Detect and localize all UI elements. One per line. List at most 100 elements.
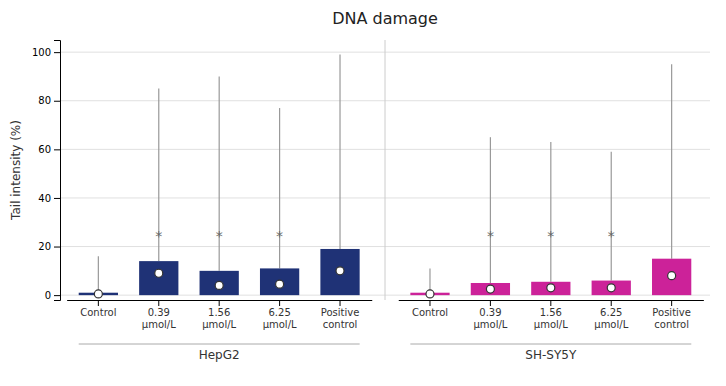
y-tick-mark (54, 52, 60, 53)
y-tick: 60 (38, 144, 60, 155)
y-tick-mark (54, 198, 60, 199)
y-tick-mark (54, 149, 60, 150)
x-tick-mark (671, 300, 672, 306)
box (531, 282, 570, 295)
whisker (611, 152, 612, 281)
x-tick-mark (490, 300, 491, 306)
median (668, 272, 676, 280)
x-tick-label: Control (80, 307, 116, 318)
x-tick-label-line: μmol/L (202, 319, 236, 330)
y-axis-line (54, 41, 61, 301)
x-tick-mark (158, 300, 159, 306)
x-tick: 0.39μmol/L (473, 300, 507, 330)
x-tick-mark (429, 300, 430, 306)
box (652, 259, 691, 295)
y-tick-mark (54, 247, 60, 248)
y-tick-label: 60 (38, 144, 51, 155)
median (547, 284, 555, 292)
y-tick: 80 (38, 95, 60, 106)
marks (79, 55, 692, 298)
x-tick-label-line: 0.39 (148, 307, 170, 318)
y-tick-mark (54, 295, 60, 296)
series (410, 64, 691, 298)
median (486, 285, 494, 293)
x-tick: Positivecontrol (321, 300, 360, 330)
box (200, 271, 239, 295)
x-axis: Control0.39μmol/L1.56μmol/L6.25μmol/LPos… (399, 300, 704, 330)
x-tick-label: 0.39μmol/L (142, 307, 176, 330)
annotation: * (155, 228, 162, 244)
x-tick: 1.56μmol/L (202, 300, 236, 330)
x-tick: 6.25μmol/L (594, 300, 628, 330)
x-tick-label: 1.56μmol/L (534, 307, 568, 330)
y-tick-mark (54, 101, 60, 102)
y-tick-label: 80 (38, 95, 51, 106)
x-tick-label: 6.25μmol/L (263, 307, 297, 330)
title: DNA damage (332, 9, 438, 28)
whisker (550, 142, 551, 282)
whisker (279, 108, 280, 268)
x-tick-mark (98, 300, 99, 306)
x-tick-label-line: 0.39 (479, 307, 501, 318)
x-tick: Control (412, 300, 448, 318)
annotation: * (608, 228, 615, 244)
x-tick-mark (550, 300, 551, 306)
median (155, 269, 163, 277)
x-tick-label-line: 1.56 (540, 307, 562, 318)
x-tick-label-line: μmol/L (142, 319, 176, 330)
x-tick-label-line: 1.56 (208, 307, 230, 318)
x-tick-label-line: Positive (652, 307, 691, 318)
x-tick-label-line: Positive (321, 307, 360, 318)
x-tick-mark (340, 300, 341, 306)
y-tick: 20 (38, 241, 60, 252)
median (336, 267, 344, 275)
x-tick: 1.56μmol/L (534, 300, 568, 330)
group-label: SH-SY5Y (525, 348, 577, 362)
median (426, 290, 434, 298)
y-tick-label: 40 (38, 193, 51, 204)
x-tick-label-line: control (654, 319, 689, 330)
x-tick-mark (279, 300, 280, 306)
x-tick-mark (611, 300, 612, 306)
x-tick-label-line: μmol/L (594, 319, 628, 330)
x-tick-mark (219, 300, 220, 306)
group-separator (385, 40, 386, 300)
x-tick: 6.25μmol/L (263, 300, 297, 330)
x-axis: Control0.39μmol/L1.56μmol/L6.25μmol/LPos… (67, 300, 372, 330)
median (276, 280, 284, 288)
annotation: * (216, 228, 223, 244)
y-tick-label: 100 (32, 47, 51, 58)
x-tick: Control (80, 300, 116, 318)
x-tick-label: 1.56μmol/L (202, 307, 236, 330)
box (139, 261, 178, 295)
box (592, 281, 631, 296)
x-tick-label: 6.25μmol/L (594, 307, 628, 330)
x-tick-label-line: μmol/L (263, 319, 297, 330)
x-tick: 0.39μmol/L (142, 300, 176, 330)
whisker (429, 268, 430, 292)
y-axis-title: Tail intensity (%) (9, 120, 23, 221)
whisker (98, 256, 99, 292)
y-tick: 40 (38, 193, 60, 204)
x-tick-label-line: Control (412, 307, 448, 318)
group-bracket (410, 344, 691, 345)
y-tick-label: 0 (45, 290, 51, 301)
y-axis: 0 20 40 60 80 100 (32, 41, 61, 301)
x-tick-label: Positivecontrol (652, 307, 691, 330)
median (607, 284, 615, 292)
group-bracket (79, 344, 360, 345)
x-tick-label-line: μmol/L (473, 319, 507, 330)
plot: 020406080100Control0.39μmol/L1.56μmol/L6… (32, 40, 710, 362)
y-tick: 0 (45, 290, 60, 301)
y-tick: 100 (32, 47, 60, 58)
x-tick-label-line: Control (80, 307, 116, 318)
x-tick-label: Control (412, 307, 448, 318)
annotation: * (487, 228, 494, 244)
chart: 020406080100Control0.39μmol/L1.56μmol/L6… (0, 0, 726, 386)
median (94, 290, 102, 298)
x-tick-label-line: 6.25 (600, 307, 622, 318)
group-label: HepG2 (199, 348, 240, 362)
x-tick-label: Positivecontrol (321, 307, 360, 330)
x-tick-label-line: control (323, 319, 358, 330)
whisker (490, 137, 491, 283)
